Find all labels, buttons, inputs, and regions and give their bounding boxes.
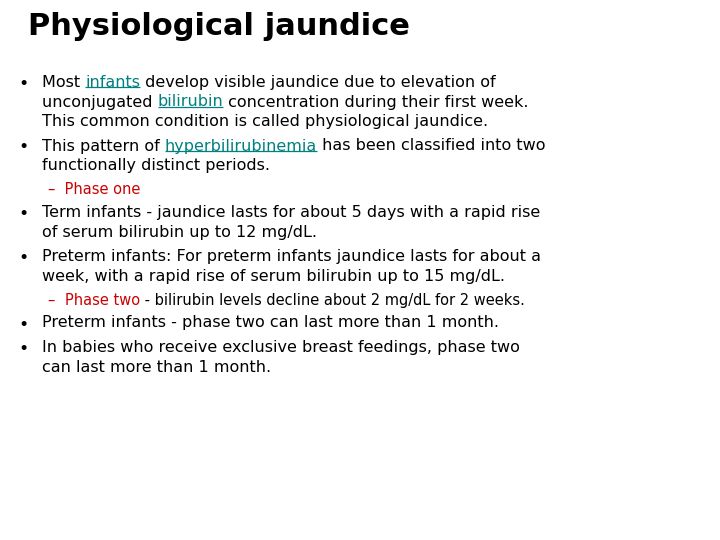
Text: Most: Most: [42, 75, 85, 90]
Text: •: •: [18, 138, 28, 157]
Text: •: •: [18, 340, 28, 358]
Text: In babies who receive exclusive breast feedings, phase two: In babies who receive exclusive breast f…: [42, 340, 520, 355]
Text: functionally distinct periods.: functionally distinct periods.: [42, 158, 270, 173]
Text: Phase two: Phase two: [65, 293, 140, 308]
Text: This common condition is called physiological jaundice.: This common condition is called physiolo…: [42, 114, 488, 129]
Text: can last more than 1 month.: can last more than 1 month.: [42, 360, 271, 375]
Text: week, with a rapid rise of serum bilirubin up to 15 mg/dL.: week, with a rapid rise of serum bilirub…: [42, 268, 505, 284]
Text: –: –: [48, 293, 65, 308]
Text: Physiological jaundice: Physiological jaundice: [28, 12, 410, 41]
Text: hyperbilirubinemia: hyperbilirubinemia: [165, 138, 317, 153]
Text: •: •: [18, 249, 28, 267]
Text: •: •: [18, 205, 28, 223]
Text: unconjugated: unconjugated: [42, 94, 158, 110]
Text: Term infants - jaundice lasts for about 5 days with a rapid rise: Term infants - jaundice lasts for about …: [42, 205, 540, 220]
Text: –  Phase one: – Phase one: [48, 183, 140, 198]
Text: concentration during their first week.: concentration during their first week.: [223, 94, 529, 110]
Text: Preterm infants - phase two can last more than 1 month.: Preterm infants - phase two can last mor…: [42, 315, 499, 330]
Text: This pattern of: This pattern of: [42, 138, 165, 153]
Text: of serum bilirubin up to 12 mg/dL.: of serum bilirubin up to 12 mg/dL.: [42, 225, 317, 240]
Text: •: •: [18, 75, 28, 93]
Text: Preterm infants: For preterm infants jaundice lasts for about a: Preterm infants: For preterm infants jau…: [42, 249, 541, 264]
Text: has been classified into two: has been classified into two: [317, 138, 546, 153]
Text: infants: infants: [85, 75, 140, 90]
Text: - bilirubin levels decline about 2 mg/dL for 2 weeks.: - bilirubin levels decline about 2 mg/dL…: [140, 293, 525, 308]
Text: develop visible jaundice due to elevation of: develop visible jaundice due to elevatio…: [140, 75, 496, 90]
Text: bilirubin: bilirubin: [158, 94, 223, 110]
Text: •: •: [18, 315, 28, 334]
